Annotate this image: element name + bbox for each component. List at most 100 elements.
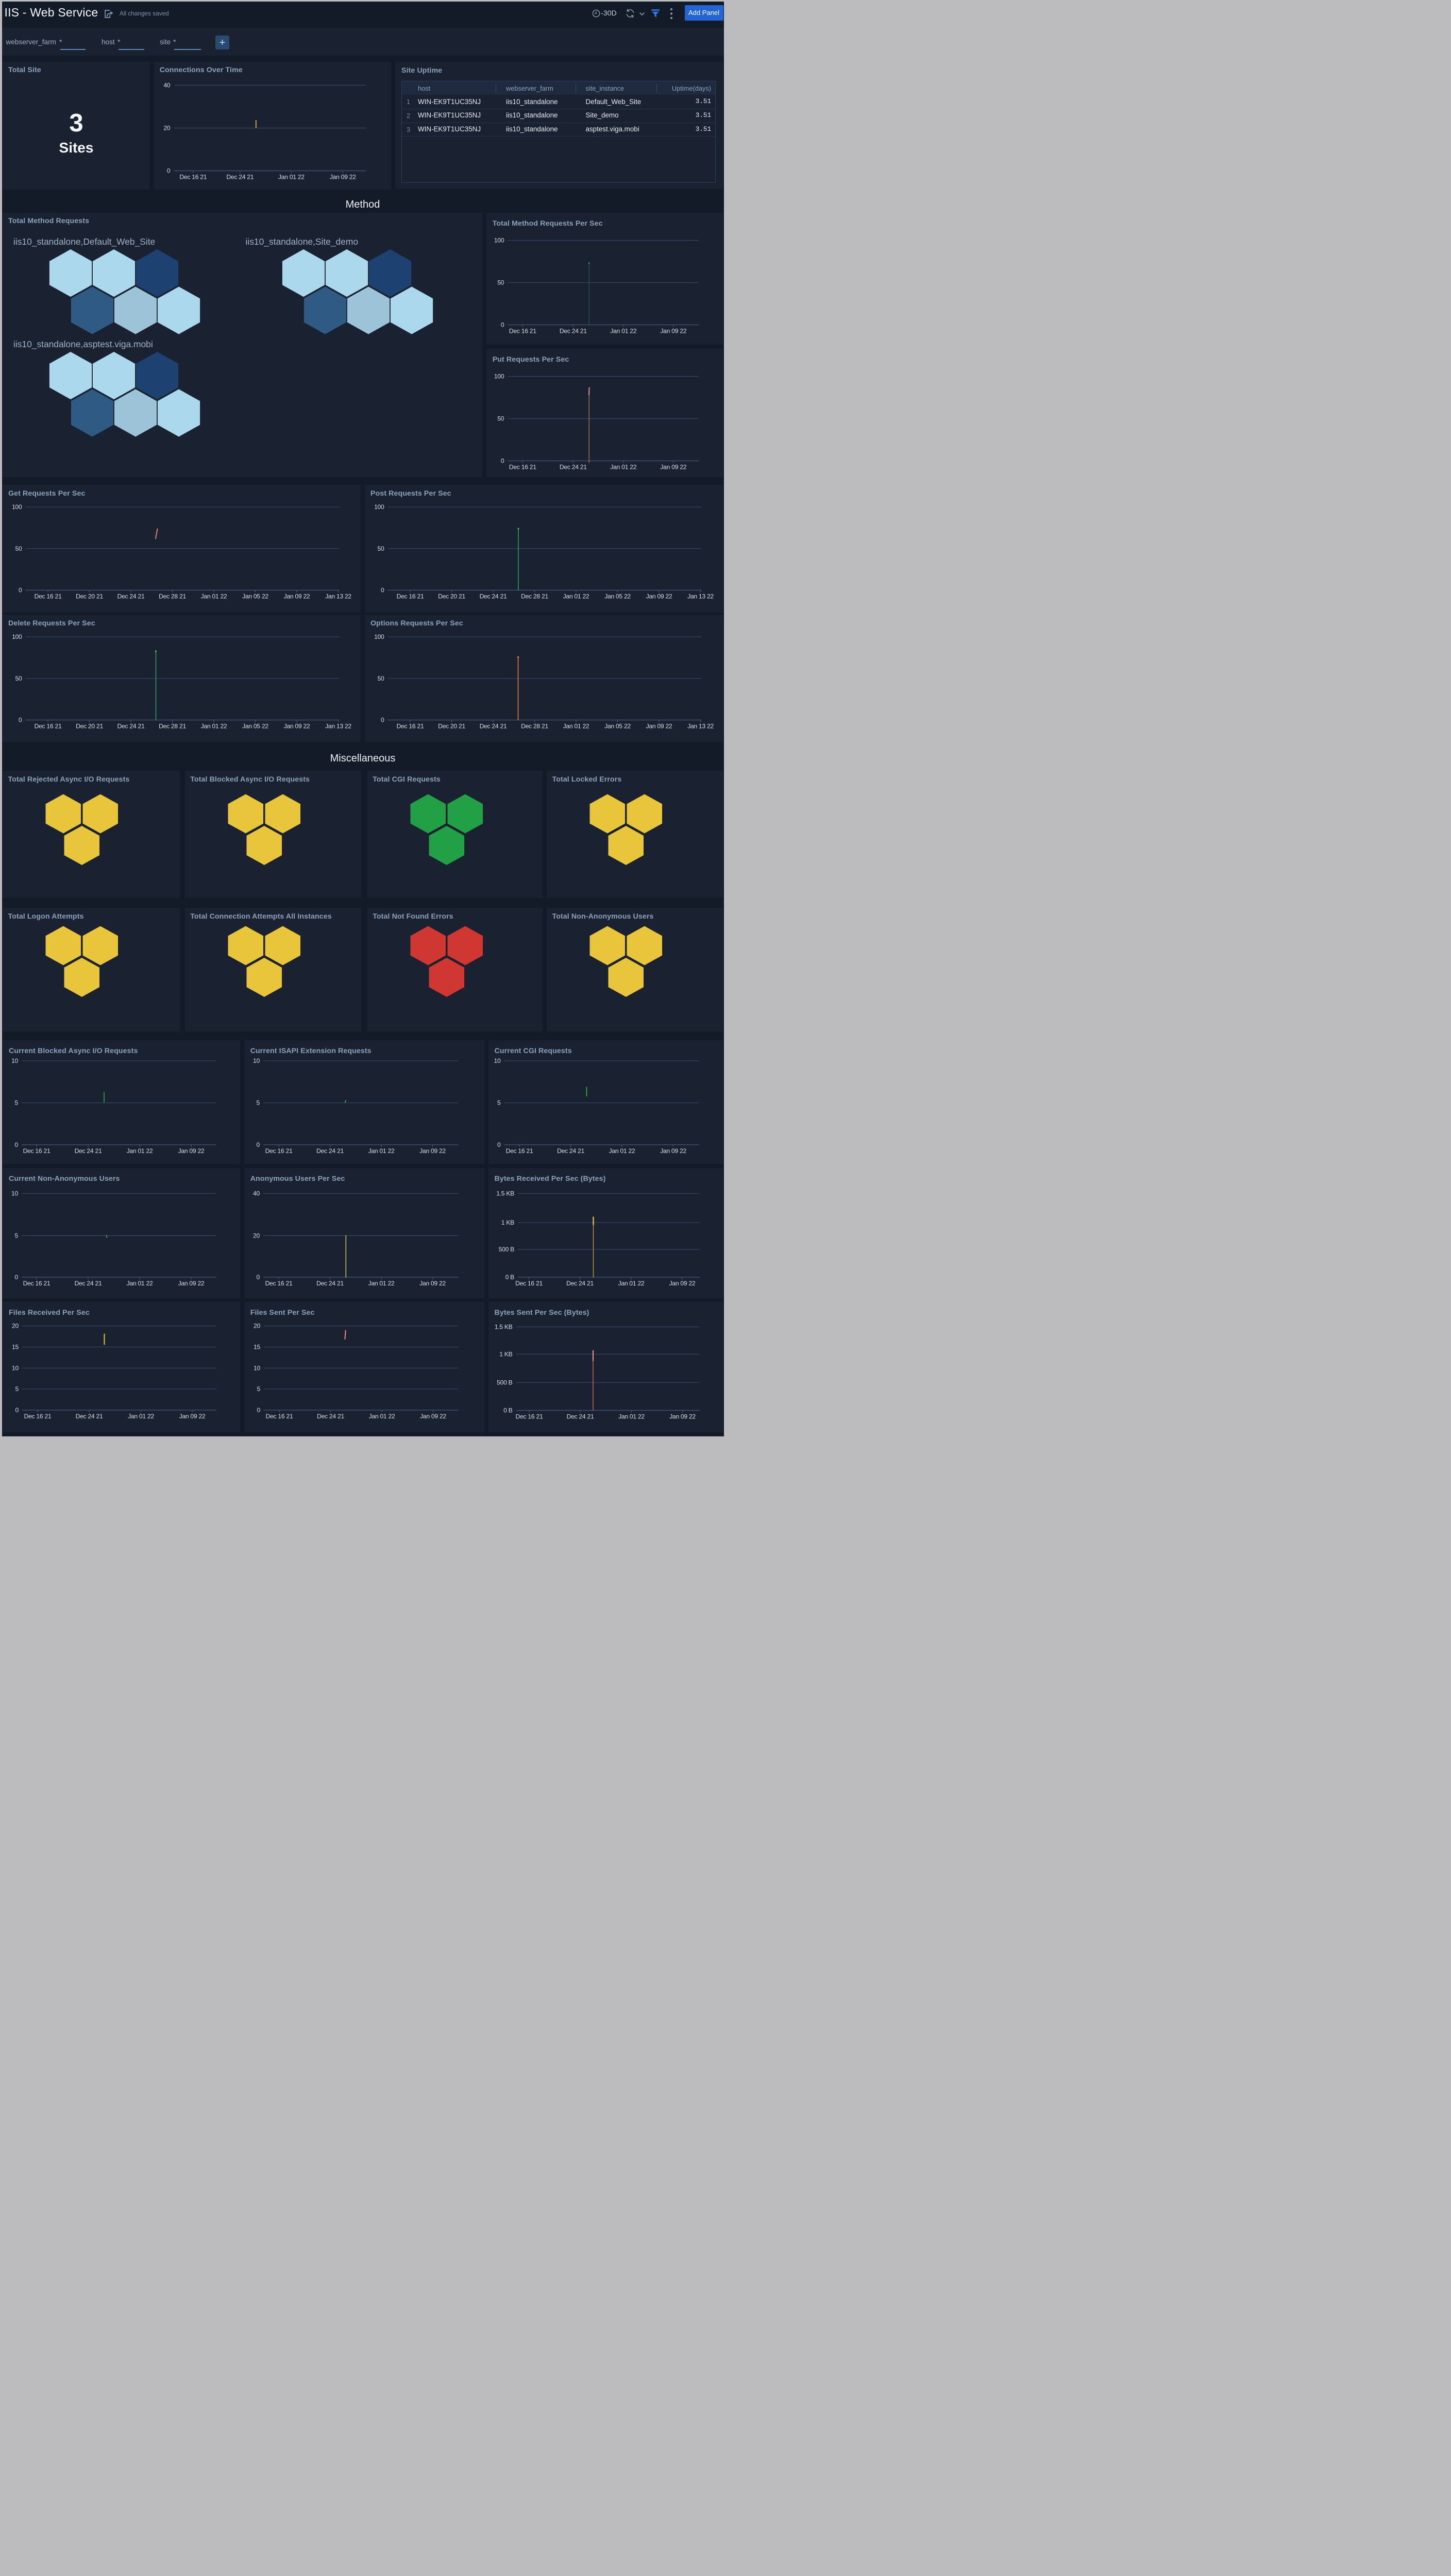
svg-text:Jan 05 22: Jan 05 22: [242, 593, 268, 600]
svg-text:Jan 01 22: Jan 01 22: [610, 464, 636, 471]
svg-text:Jan 01 22: Jan 01 22: [563, 593, 589, 600]
svg-text:Dec 24 21: Dec 24 21: [560, 464, 587, 471]
svg-text:Jan 09 22: Jan 09 22: [284, 593, 310, 600]
svg-text:Dec 24 21: Dec 24 21: [560, 328, 587, 335]
svg-text:Jan 09 22: Jan 09 22: [646, 722, 672, 730]
svg-text:20: 20: [163, 124, 170, 131]
svg-text:0: 0: [15, 1141, 19, 1148]
svg-text:Dec 24 21: Dec 24 21: [316, 1280, 344, 1287]
svg-text:10: 10: [253, 1057, 260, 1064]
svg-text:Jan 05 22: Jan 05 22: [604, 722, 631, 730]
svg-text:Jan 13 22: Jan 13 22: [325, 722, 351, 730]
svg-text:20: 20: [253, 1232, 260, 1239]
svg-text:1.5 KB: 1.5 KB: [496, 1190, 514, 1197]
svg-text:Dec 16 21: Dec 16 21: [505, 1147, 533, 1155]
svg-text:0: 0: [167, 167, 171, 174]
svg-text:Jan 09 22: Jan 09 22: [178, 1147, 205, 1155]
svg-text:Dec 24 21: Dec 24 21: [557, 1147, 584, 1155]
svg-text:50: 50: [378, 545, 384, 552]
svg-text:0: 0: [257, 1406, 260, 1414]
svg-text:Jan 09 22: Jan 09 22: [660, 328, 686, 335]
svg-text:0: 0: [15, 1274, 19, 1281]
svg-text:Dec 24 21: Dec 24 21: [480, 722, 507, 730]
svg-text:Jan 09 22: Jan 09 22: [660, 464, 686, 471]
svg-text:Dec 16 21: Dec 16 21: [23, 1147, 50, 1155]
svg-text:0: 0: [381, 716, 384, 723]
svg-text:Jan 09 22: Jan 09 22: [419, 1280, 446, 1287]
svg-text:500 B: 500 B: [497, 1379, 513, 1386]
svg-text:Jan 01 22: Jan 01 22: [609, 1147, 635, 1155]
svg-text:Dec 28 21: Dec 28 21: [159, 722, 186, 730]
svg-text:Jan 09 22: Jan 09 22: [419, 1147, 446, 1155]
svg-text:Jan 01 22: Jan 01 22: [618, 1413, 645, 1420]
svg-text:Dec 24 21: Dec 24 21: [566, 1280, 594, 1287]
svg-text:Dec 24 21: Dec 24 21: [76, 1413, 103, 1420]
svg-text:100: 100: [12, 633, 22, 640]
svg-text:Jan 01 22: Jan 01 22: [618, 1280, 644, 1287]
svg-text:20: 20: [254, 1322, 260, 1329]
svg-text:Dec 20 21: Dec 20 21: [438, 593, 465, 600]
svg-text:Jan 09 22: Jan 09 22: [660, 1147, 686, 1155]
svg-text:Dec 24 21: Dec 24 21: [480, 593, 507, 600]
svg-text:0 B: 0 B: [503, 1406, 513, 1414]
svg-text:0: 0: [15, 1406, 19, 1414]
svg-text:Dec 28 21: Dec 28 21: [521, 593, 548, 600]
svg-text:Jan 13 22: Jan 13 22: [687, 593, 714, 600]
svg-text:Dec 16 21: Dec 16 21: [23, 1280, 50, 1287]
svg-text:50: 50: [497, 415, 504, 422]
svg-text:0: 0: [19, 716, 22, 723]
svg-text:10: 10: [12, 1364, 19, 1371]
svg-text:Dec 16 21: Dec 16 21: [35, 593, 62, 600]
svg-text:5: 5: [257, 1385, 260, 1393]
svg-text:Jan 01 22: Jan 01 22: [368, 1280, 394, 1287]
svg-text:0: 0: [501, 321, 504, 329]
svg-text:0 B: 0 B: [505, 1274, 514, 1281]
svg-text:15: 15: [254, 1343, 260, 1350]
svg-text:Jan 09 22: Jan 09 22: [420, 1413, 446, 1420]
svg-text:10: 10: [11, 1057, 18, 1064]
svg-text:Dec 28 21: Dec 28 21: [521, 722, 548, 730]
svg-text:100: 100: [494, 237, 504, 244]
svg-text:15: 15: [12, 1343, 19, 1350]
svg-text:Dec 24 21: Dec 24 21: [75, 1280, 102, 1287]
svg-text:0: 0: [256, 1274, 260, 1281]
svg-text:100: 100: [494, 373, 504, 380]
svg-text:100: 100: [12, 503, 22, 511]
svg-text:Dec 16 21: Dec 16 21: [265, 1280, 292, 1287]
svg-text:50: 50: [15, 674, 22, 682]
svg-text:Dec 20 21: Dec 20 21: [76, 722, 103, 730]
svg-text:Dec 16 21: Dec 16 21: [509, 328, 536, 335]
svg-text:Dec 16 21: Dec 16 21: [515, 1280, 543, 1287]
svg-text:20: 20: [12, 1322, 19, 1329]
svg-text:Dec 16 21: Dec 16 21: [24, 1413, 52, 1420]
svg-text:10: 10: [254, 1364, 260, 1371]
svg-text:Jan 09 22: Jan 09 22: [284, 722, 310, 730]
svg-text:Jan 09 22: Jan 09 22: [646, 593, 672, 600]
svg-text:Jan 01 22: Jan 01 22: [368, 1413, 395, 1420]
svg-text:Jan 13 22: Jan 13 22: [325, 593, 351, 600]
svg-text:Dec 24 21: Dec 24 21: [317, 1413, 344, 1420]
svg-text:Dec 16 21: Dec 16 21: [265, 1413, 293, 1420]
svg-text:Dec 24 21: Dec 24 21: [117, 593, 145, 600]
svg-text:Jan 01 22: Jan 01 22: [201, 722, 227, 730]
svg-text:Dec 16 21: Dec 16 21: [509, 464, 536, 471]
svg-text:5: 5: [15, 1232, 19, 1239]
svg-text:Jan 05 22: Jan 05 22: [604, 593, 631, 600]
svg-text:Dec 24 21: Dec 24 21: [75, 1147, 102, 1155]
svg-text:Jan 13 22: Jan 13 22: [687, 722, 714, 730]
svg-text:Jan 01 22: Jan 01 22: [278, 173, 305, 180]
svg-text:Dec 16 21: Dec 16 21: [179, 173, 207, 180]
svg-text:Jan 05 22: Jan 05 22: [242, 722, 268, 730]
svg-text:40: 40: [253, 1190, 260, 1197]
svg-text:5: 5: [15, 1099, 19, 1106]
svg-text:Dec 24 21: Dec 24 21: [316, 1147, 344, 1155]
svg-text:Dec 16 21: Dec 16 21: [265, 1147, 292, 1155]
svg-text:Dec 24 21: Dec 24 21: [226, 173, 254, 180]
svg-text:Jan 09 22: Jan 09 22: [330, 173, 356, 180]
svg-text:1.5 KB: 1.5 KB: [494, 1323, 512, 1330]
svg-text:Jan 09 22: Jan 09 22: [178, 1280, 205, 1287]
svg-text:Jan 01 22: Jan 01 22: [201, 593, 227, 600]
svg-text:Dec 20 21: Dec 20 21: [438, 722, 465, 730]
svg-text:0: 0: [256, 1141, 260, 1148]
svg-text:1 KB: 1 KB: [499, 1350, 512, 1358]
